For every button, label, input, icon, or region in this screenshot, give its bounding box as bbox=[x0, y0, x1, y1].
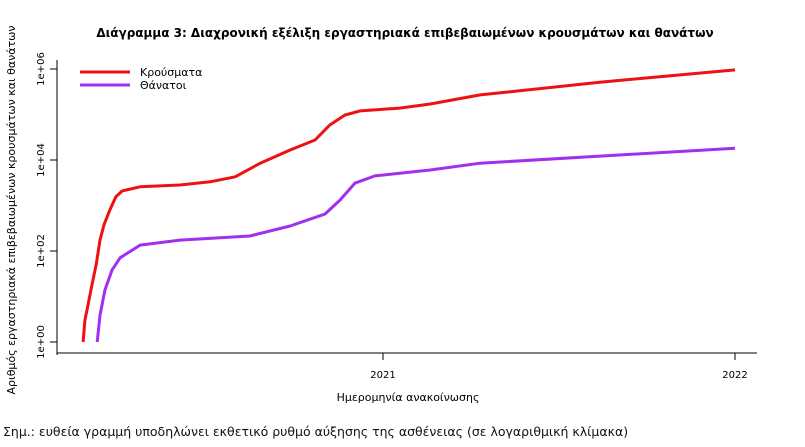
x-tick-label: 2021 bbox=[370, 370, 395, 381]
legend-label-cases: Κρούσματα bbox=[140, 66, 202, 79]
y-tick-label: 1e+00 bbox=[36, 325, 47, 359]
y-tick-label: 1e+06 bbox=[36, 52, 47, 86]
x-tick-label: 2022 bbox=[722, 370, 747, 381]
y-tick-label: 1e+02 bbox=[36, 234, 47, 268]
y-tick-label: 1e+04 bbox=[36, 143, 47, 177]
footnote: Σημ.: ευθεία γραμμή υποδηλώνει εκθετικό … bbox=[3, 424, 629, 439]
chart-title: Διάγραμμα 3: Διαχρονική εξέλιξη εργαστηρ… bbox=[96, 26, 713, 40]
legend: Κρούσματα Θάνατοι bbox=[80, 66, 202, 92]
series-line-cases bbox=[81, 68, 736, 343]
series-line-deaths bbox=[95, 146, 736, 343]
legend-label-deaths: Θάνατοι bbox=[140, 79, 187, 92]
chart: Διάγραμμα 3: Διαχρονική εξέλιξη εργαστηρ… bbox=[5, 25, 757, 404]
x-axis-label: Ημερομηνία ανακοίνωσης bbox=[337, 391, 480, 404]
y-axis-label: Αριθμός εργαστηριακά επιβεβαιωμένων κρου… bbox=[5, 25, 18, 394]
